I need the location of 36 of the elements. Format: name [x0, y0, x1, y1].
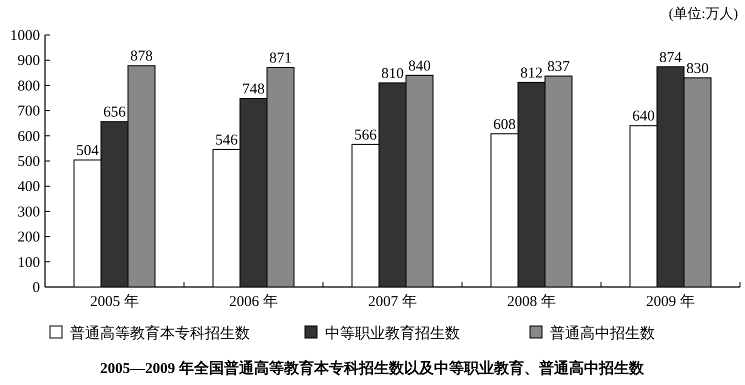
- data-label: 871: [269, 50, 292, 67]
- legend-label: 普通高中招生数: [550, 325, 655, 342]
- y-tick-label: 800: [18, 78, 40, 94]
- data-label: 830: [686, 60, 709, 77]
- data-label: 504: [76, 142, 100, 159]
- y-tick-label: 500: [18, 154, 40, 170]
- data-label: 840: [408, 58, 431, 74]
- y-tick-label: 0: [32, 280, 40, 296]
- y-tick-label: 200: [18, 230, 40, 246]
- y-tick-label: 400: [18, 179, 40, 196]
- text: (单位:万人): [668, 6, 738, 22]
- y-tick-label: 100: [18, 254, 40, 271]
- y-tick-label: 1000: [10, 28, 40, 44]
- data-label: 812: [520, 65, 543, 82]
- data-label: 640: [632, 108, 655, 125]
- x-tick-label: 2008 年: [507, 293, 556, 310]
- x-tick-label: 2009 年: [646, 293, 695, 310]
- y-tick-label: 300: [18, 204, 40, 220]
- data-label: 608: [493, 116, 516, 133]
- data-label: 874: [659, 50, 682, 66]
- y-tick-label: 900: [18, 53, 40, 70]
- legend-label: 普通高等教育本专科招生数: [70, 325, 250, 342]
- x-tick-label: 2005 年: [90, 293, 139, 310]
- y-tick-label: 600: [18, 128, 40, 145]
- x-tick-label: 2007 年: [368, 293, 417, 310]
- data-label: 656: [103, 104, 126, 121]
- x-tick-label: 2006 年: [229, 293, 278, 310]
- data-label: 810: [381, 66, 404, 82]
- data-label: 748: [242, 82, 265, 98]
- data-label: 566: [354, 127, 378, 144]
- data-label: 837: [547, 59, 570, 76]
- text: 2005—2009 年全国普通高等教育本专科招生数以及中等职业教育、普通高中招生数: [100, 359, 645, 377]
- legend-label: 中等职业教育招生数: [325, 325, 460, 342]
- y-tick-label: 700: [18, 104, 40, 120]
- data-label: 878: [130, 48, 153, 65]
- data-label: 546: [215, 132, 238, 148]
